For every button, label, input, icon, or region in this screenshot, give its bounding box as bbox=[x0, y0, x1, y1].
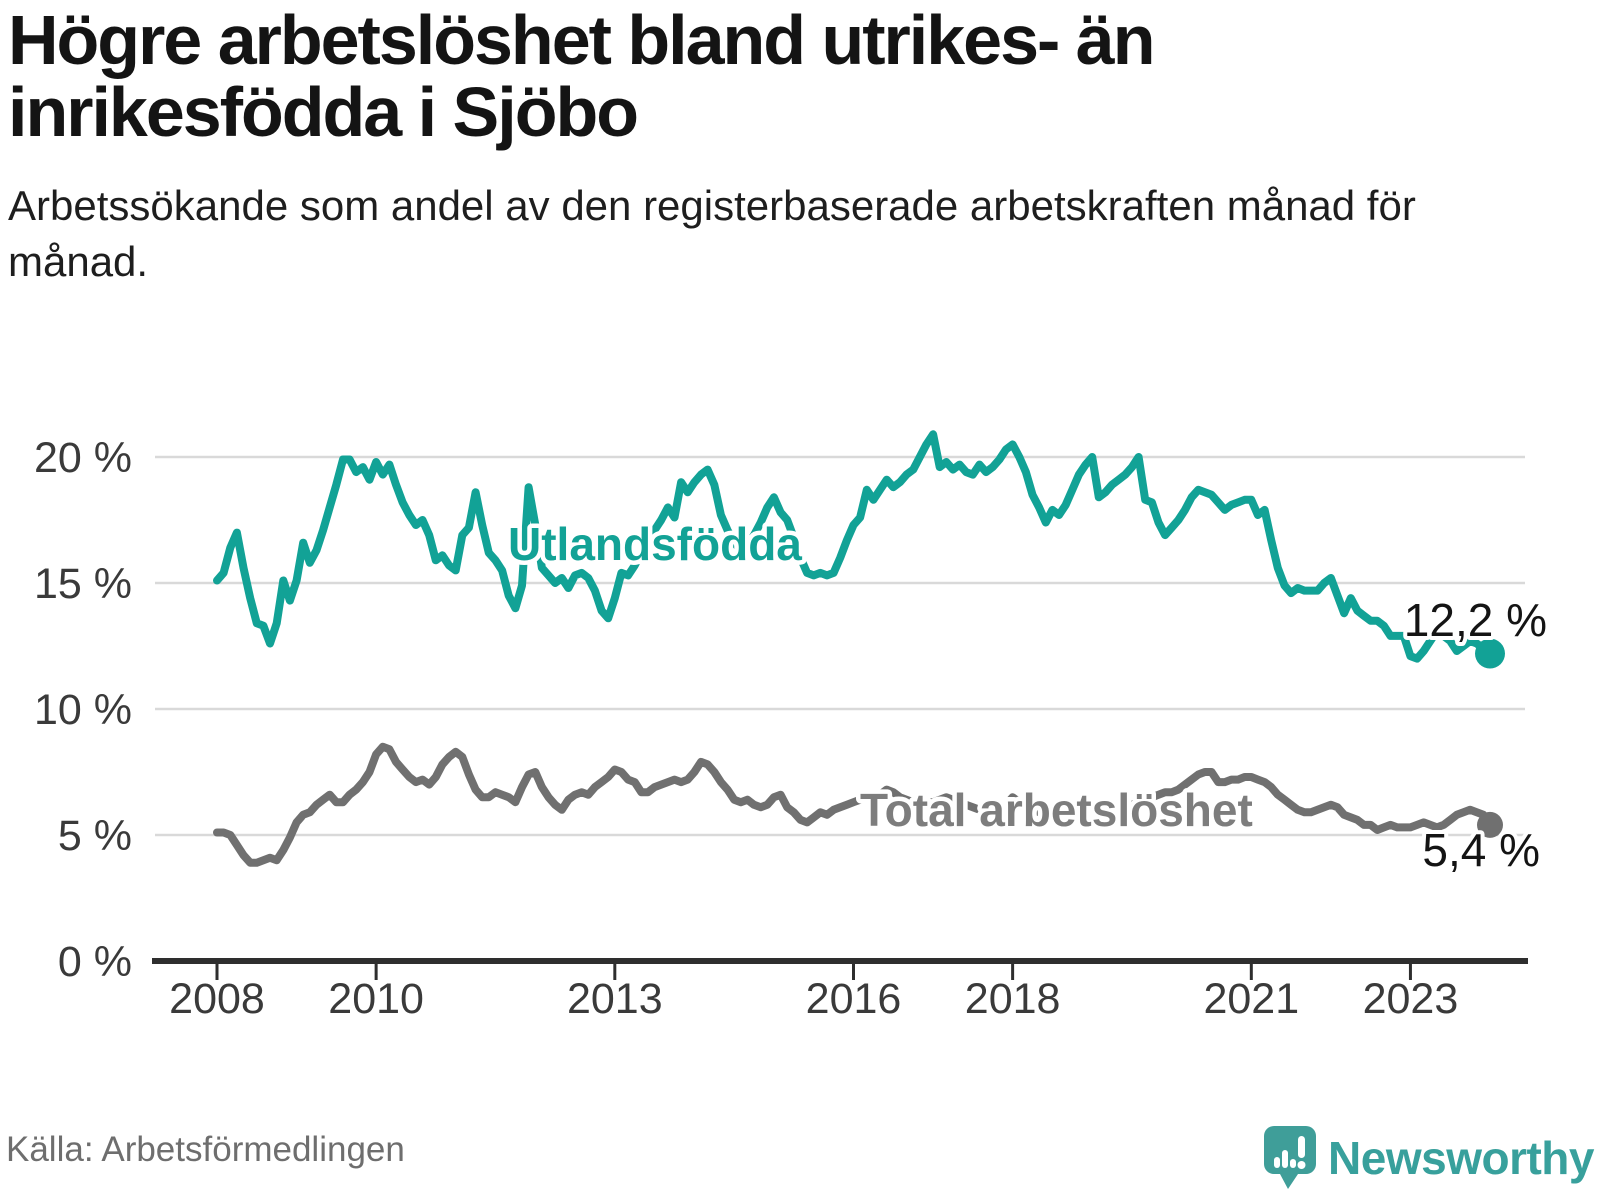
x-tick-label: 2010 bbox=[328, 975, 424, 1023]
x-tick-label: 2018 bbox=[965, 975, 1061, 1023]
source-note: Källa: Arbetsförmedlingen bbox=[6, 1130, 405, 1169]
page-subtitle: Arbetssökande som andel av den registerb… bbox=[8, 182, 1416, 285]
x-tick-label: 2023 bbox=[1363, 975, 1459, 1023]
y-tick-label: 0 % bbox=[58, 938, 132, 986]
y-tick-label: 20 % bbox=[34, 434, 132, 482]
speech-bubble-shape bbox=[1264, 1126, 1317, 1189]
x-tick-label: 2013 bbox=[567, 975, 663, 1023]
series-line-utlandsfodda bbox=[213, 430, 1494, 663]
y-tick-label: 10 % bbox=[34, 686, 132, 734]
series-label-total: Total arbetslöshet bbox=[860, 784, 1253, 836]
page-title: Högre arbetslöshet bland utrikes- än inr… bbox=[8, 1, 1155, 152]
end-value-label-utlandsfodda: 12,2 % bbox=[1404, 594, 1547, 646]
exclamation-dot bbox=[1297, 1161, 1306, 1169]
end-dot-total bbox=[1477, 811, 1503, 838]
bar-3 bbox=[1290, 1159, 1297, 1168]
brand-name: Newsworthy bbox=[1328, 1132, 1594, 1184]
y-tick-label: 15 % bbox=[34, 560, 132, 608]
end-value-label-total: 5,4 % bbox=[1422, 824, 1540, 876]
bar-2 bbox=[1282, 1150, 1289, 1168]
bar-1 bbox=[1274, 1157, 1281, 1168]
exclamation-stem bbox=[1298, 1136, 1306, 1158]
x-tick-label: 2021 bbox=[1203, 975, 1299, 1023]
end-dot-utlandsfodda bbox=[1475, 638, 1505, 669]
brand-logo: Newsworthy bbox=[1264, 1126, 1594, 1190]
y-tick-label: 5 % bbox=[58, 812, 132, 860]
series-line-total bbox=[213, 742, 1494, 867]
series-label-utlandsfodda: Utlandsfödda bbox=[508, 518, 802, 570]
newsworthy-logo-icon bbox=[1264, 1126, 1317, 1189]
x-tick-label: 2008 bbox=[169, 975, 265, 1023]
x-tick-label: 2016 bbox=[806, 975, 902, 1023]
